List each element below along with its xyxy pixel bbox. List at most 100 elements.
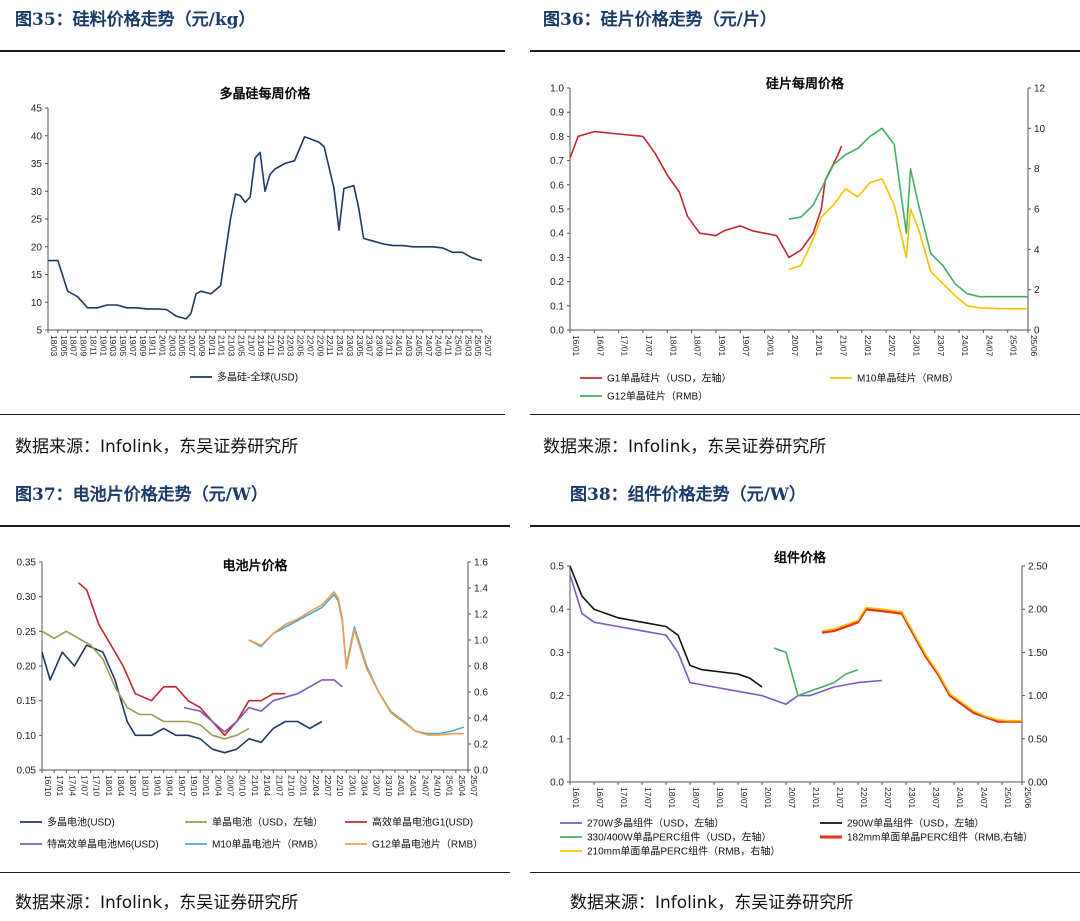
series-line-0 — [48, 136, 483, 320]
x-tick-label: 25/01 — [453, 335, 463, 357]
x-tick-label: 23/07 — [936, 335, 946, 357]
y-tick-label: 0.4 — [550, 229, 564, 240]
x-tick-label: 16/07 — [595, 335, 605, 357]
legend-label: 210mm单面单晶PERC组件（RMB，右轴） — [587, 845, 780, 858]
source-note: 数据来源：Infolink，东吴证券研究所 — [570, 893, 854, 913]
y-tick-label: 0.10 — [17, 731, 37, 742]
x-tick-label: 23/07 — [931, 787, 941, 809]
y2-tick-label: 2.50 — [1028, 562, 1048, 573]
figure-title-37: 图37：电池片价格走势（元/W） — [15, 485, 268, 505]
y-tick-label: 0.8 — [550, 132, 564, 143]
figure-title-35: 图35：硅料价格走势（元/kg） — [15, 10, 256, 30]
x-tick-label: 18/07 — [69, 335, 79, 357]
x-tick-label: 25/07 — [483, 335, 493, 357]
x-tick-label: 24/10 — [432, 775, 442, 797]
y2-tick-label: 0.0 — [474, 766, 488, 777]
x-tick-label: 19/01 — [715, 787, 725, 809]
x-tick-label: 25/01 — [445, 775, 455, 797]
y2-tick-label: 0.50 — [1028, 734, 1048, 745]
x-tick-label: 23/03 — [345, 335, 355, 357]
x-tick-label: 24/04 — [408, 775, 418, 797]
y-tick-label: 0.35 — [17, 558, 37, 569]
x-tick-label: 18/07 — [128, 775, 138, 797]
y-tick-label: 0.5 — [550, 562, 564, 573]
y-tick-label: 0.7 — [550, 156, 564, 167]
x-tick-label: 17/07 — [80, 775, 90, 797]
series-line-4 — [821, 606, 1022, 722]
x-tick-label: 21/01 — [811, 787, 821, 809]
x-tick-label: 16/10 — [43, 775, 53, 797]
legend-label: M10单晶硅片（RMB） — [857, 372, 959, 385]
x-tick-label: 25/01 — [1003, 787, 1013, 809]
x-tick-label: 25/06 — [1023, 787, 1033, 809]
y-tick-label: 0.4 — [550, 605, 564, 616]
x-tick-label: 20/07 — [187, 335, 197, 357]
x-tick-label: 20/01 — [158, 335, 168, 357]
x-tick-label: 18/05 — [59, 335, 69, 357]
x-tick-label: 22/07 — [323, 775, 333, 797]
x-tick-label: 20/01 — [201, 775, 211, 797]
y-tick-label: 0.2 — [550, 277, 564, 288]
x-tick-label: 19/04 — [165, 775, 175, 797]
y2-tick-label: 0 — [1034, 326, 1040, 337]
x-tick-label: 19/07 — [741, 335, 751, 357]
divider — [530, 50, 1080, 52]
x-tick-label: 18/07 — [691, 787, 701, 809]
x-tick-label: 22/11 — [325, 335, 335, 356]
y2-tick-label: 0.00 — [1028, 778, 1048, 789]
x-tick-label: 21/05 — [236, 335, 246, 357]
x-tick-label: 19/11 — [148, 335, 158, 356]
y2-tick-label: 1.4 — [474, 584, 488, 595]
x-tick-label: 23/10 — [384, 775, 394, 797]
legend-label: 290W单晶组件（USD，左轴） — [847, 817, 984, 830]
y2-tick-label: 1.2 — [474, 610, 488, 621]
y2-tick-label: 2.00 — [1028, 605, 1048, 616]
y2-tick-label: 12 — [1034, 84, 1046, 95]
y2-tick-label: 0.6 — [474, 688, 488, 699]
y-tick-label: 0.9 — [550, 108, 564, 119]
y-tick-label: 25 — [31, 215, 43, 226]
y-tick-label: 35 — [31, 159, 43, 170]
y-tick-label: 20 — [31, 242, 43, 253]
chart-module: 组件价格 0.0 0.1 0.2 0.3 0.4 0.5 0.00 0.50 1.00 1.50 2.… — [550, 550, 1048, 858]
x-tick-label: 17/04 — [67, 775, 77, 797]
legend-label: G1单晶硅片（USD，左轴） — [607, 372, 731, 385]
x-tick-label: 23/11 — [384, 335, 394, 356]
x-tick-label: 23/01 — [335, 335, 345, 357]
x-tick-label: 23/05 — [355, 335, 365, 357]
y-tick-label: 0.1 — [550, 734, 564, 745]
x-tick-label: 24/03 — [404, 335, 414, 357]
x-tick-label: 24/01 — [396, 775, 406, 797]
legend-label: 高效单晶电池G1(USD) — [372, 816, 473, 829]
y2-tick-label: 1.50 — [1028, 648, 1048, 659]
source-note: 数据来源：Infolink，东吴证券研究所 — [15, 893, 299, 913]
x-tick-label: 24/07 — [984, 335, 994, 357]
divider — [530, 525, 1080, 527]
divider — [0, 50, 505, 52]
y-tick-label: 0.6 — [550, 180, 564, 191]
y-tick-label: 0.2 — [550, 691, 564, 702]
x-tick-label: 25/01 — [1009, 335, 1019, 357]
series-line-2 — [788, 127, 1028, 298]
y-tick-label: 10 — [31, 298, 43, 309]
x-tick-label: 21/04 — [262, 775, 272, 797]
x-tick-label: 25/04 — [457, 775, 467, 797]
divider — [0, 414, 505, 415]
chart-title: 电池片价格 — [222, 558, 288, 573]
y-tick-label: 0.0 — [550, 326, 564, 337]
x-tick-label: 24/11 — [444, 335, 454, 356]
series-line-1 — [41, 630, 250, 740]
legend-label: 特高效单晶电池M6(USD) — [47, 838, 159, 851]
x-tick-label: 25/07 — [469, 775, 479, 797]
chart-cell: 电池片价格 0.05 0.10 0.15 0.20 0.25 0.30 0.35 0.0 0.2 0… — [17, 558, 489, 851]
chart-title: 组件价格 — [774, 550, 827, 565]
x-tick-label: 17/01 — [620, 335, 630, 357]
y-tick-label: 0.05 — [17, 766, 37, 777]
x-tick-label: 18/03 — [49, 335, 59, 357]
x-tick-label: 19/05 — [118, 335, 128, 357]
x-tick-label: 20/09 — [197, 335, 207, 357]
y-tick-label: 0.1 — [550, 301, 564, 312]
x-tick-label: 22/01 — [276, 335, 286, 357]
x-tick-label: 20/07 — [790, 335, 800, 357]
x-tick-label: 23/01 — [907, 787, 917, 809]
